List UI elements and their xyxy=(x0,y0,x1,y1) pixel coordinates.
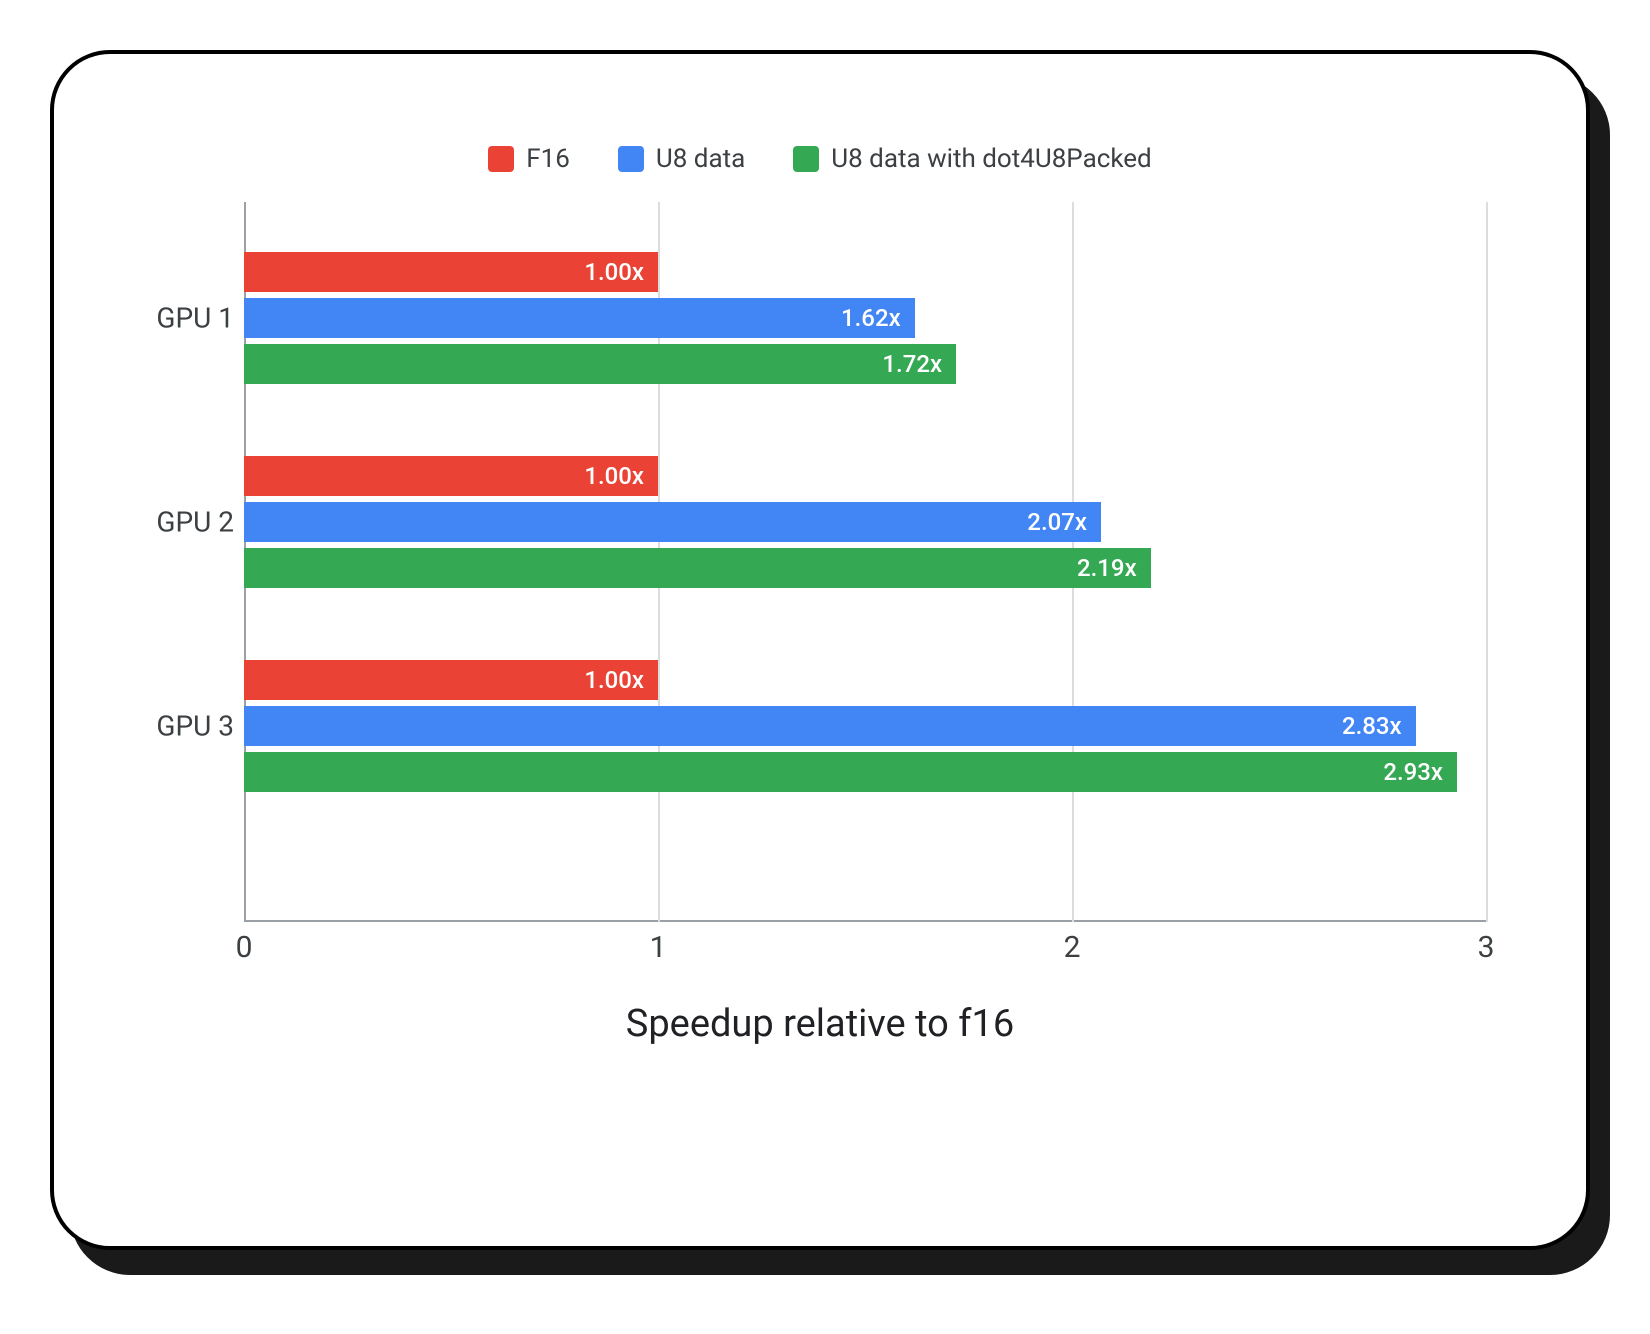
legend-item-u8: U8 data xyxy=(618,144,745,174)
x-axis-tick-label: 3 xyxy=(1478,930,1495,965)
x-axis-tick-label: 0 xyxy=(236,930,253,965)
legend-label-f16: F16 xyxy=(526,144,570,174)
gridline xyxy=(1486,202,1488,922)
legend-item-f16: F16 xyxy=(488,144,570,174)
x-axis-ticks: 0123 xyxy=(244,922,1486,972)
bar-u8dot4: 2.93x xyxy=(244,752,1457,792)
x-axis-tick-label: 2 xyxy=(1064,930,1081,965)
legend-swatch-u8dot4 xyxy=(793,146,819,172)
x-axis-title: Speedup relative to f16 xyxy=(124,1002,1516,1046)
bar-f16: 1.00x xyxy=(244,252,658,292)
x-axis-tick-label: 1 xyxy=(650,930,667,965)
legend-item-u8dot4: U8 data with dot4U8Packed xyxy=(793,144,1151,174)
legend-label-u8: U8 data xyxy=(656,144,745,174)
legend-swatch-f16 xyxy=(488,146,514,172)
chart-stage: F16 U8 data U8 data with dot4U8Packed GP… xyxy=(0,0,1650,1334)
bar-u8dot4: 1.72x xyxy=(244,344,956,384)
y-axis-category-label: GPU 3 xyxy=(124,710,234,743)
y-axis-category-label: GPU 2 xyxy=(124,506,234,539)
bar-u8: 2.83x xyxy=(244,706,1416,746)
bar-u8dot4: 2.19x xyxy=(244,548,1151,588)
chart-card: F16 U8 data U8 data with dot4U8Packed GP… xyxy=(50,50,1590,1250)
chart-plot-area: GPU 11.00x1.62x1.72xGPU 21.00x2.07x2.19x… xyxy=(244,202,1486,922)
legend-swatch-u8 xyxy=(618,146,644,172)
legend-label-u8dot4: U8 data with dot4U8Packed xyxy=(831,144,1151,174)
bar-f16: 1.00x xyxy=(244,456,658,496)
bar-u8: 1.62x xyxy=(244,298,915,338)
y-axis-category-label: GPU 1 xyxy=(124,302,234,335)
bar-f16: 1.00x xyxy=(244,660,658,700)
bar-u8: 2.07x xyxy=(244,502,1101,542)
chart-legend: F16 U8 data U8 data with dot4U8Packed xyxy=(124,144,1516,174)
